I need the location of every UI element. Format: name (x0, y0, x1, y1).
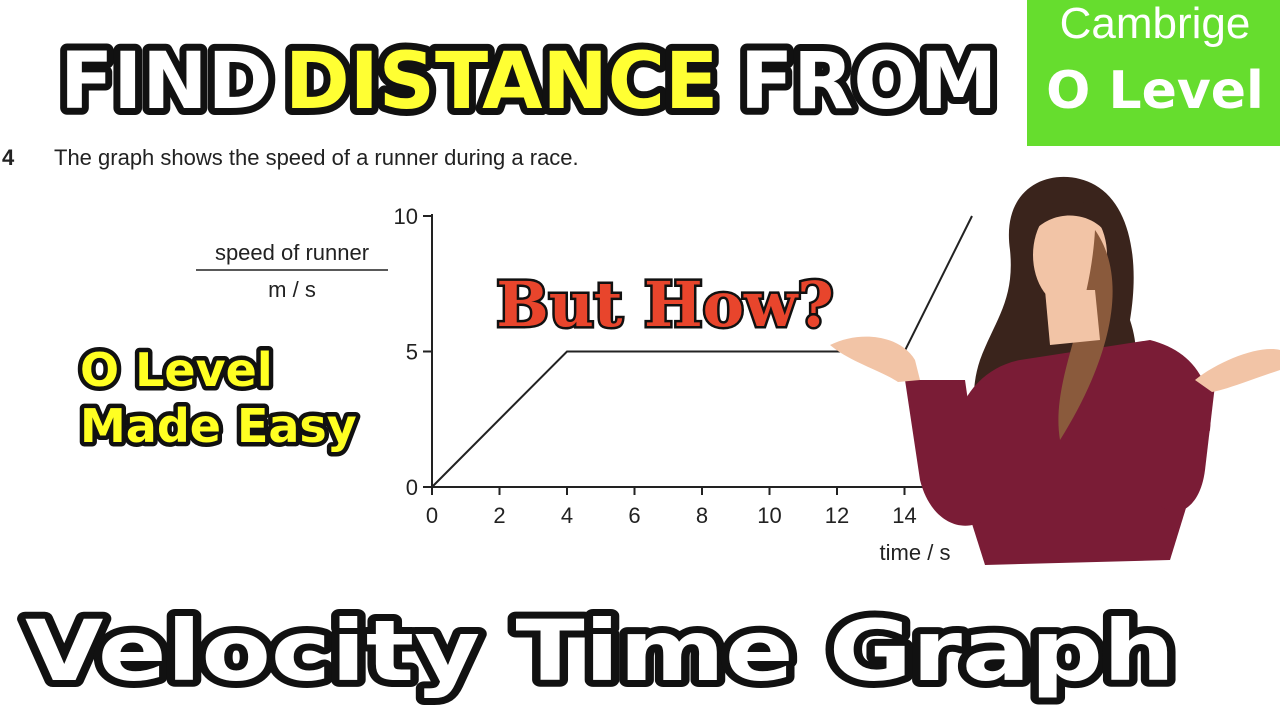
side-caption: O Level (80, 343, 273, 397)
side-caption: Made Easy (80, 399, 357, 453)
badge-line2: O Level (1046, 61, 1264, 121)
speed-line (431, 215, 973, 488)
y-tick-label: 0 (406, 475, 418, 500)
x-tick-label: 4 (561, 503, 573, 528)
title-word: FROM (740, 37, 997, 127)
title-word: FIND (60, 37, 272, 127)
question-text: The graph shows the speed of a runner du… (54, 145, 579, 170)
footer-title: Velocity Time Graph (25, 602, 1175, 700)
x-tick-label: 2 (493, 503, 505, 528)
title-word: DISTANCE (285, 37, 718, 127)
y-axis-unit: m / s (268, 277, 316, 302)
badge-box (1027, 0, 1280, 146)
question-number: 4 (2, 145, 15, 170)
chart: speed of runner m / s time / s 0 5 10 0 2 4 6 8… (196, 204, 984, 565)
x-tick-label: 14 (892, 503, 916, 528)
x-tick-label: 6 (628, 503, 640, 528)
x-tick-label: 10 (757, 503, 781, 528)
y-axis-label: speed of runner (215, 240, 369, 265)
x-axis-label: time / s (880, 540, 951, 565)
x-tick-label: 12 (825, 503, 849, 528)
woman-illustration (830, 176, 1280, 565)
overlay-text: But How? (496, 268, 833, 341)
x-tick-label: 0 (426, 503, 438, 528)
y-tick-label: 5 (406, 340, 418, 365)
y-tick-label: 10 (394, 204, 418, 229)
badge-line1: Cambrige (1060, 0, 1251, 48)
x-tick-label: 8 (696, 503, 708, 528)
